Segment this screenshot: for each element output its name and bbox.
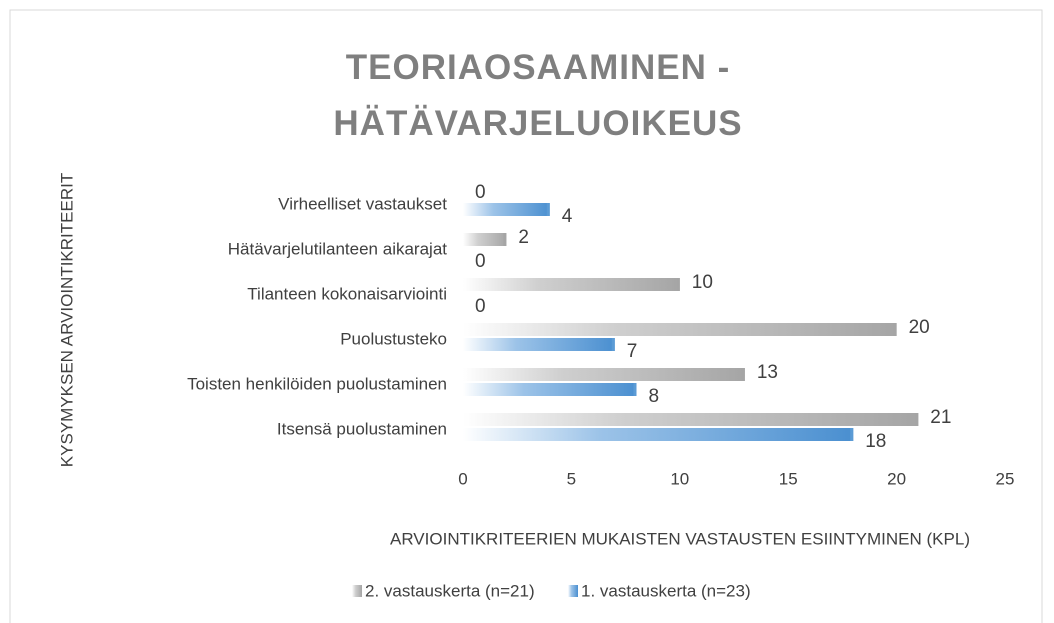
bar-edge [611, 338, 615, 351]
bar [463, 368, 745, 381]
legend-label: 2. vastauskerta (n=21) [365, 581, 535, 600]
bar-edge [676, 278, 680, 291]
bar [463, 278, 680, 291]
data-label: 18 [865, 431, 886, 452]
legend-swatch [568, 585, 578, 597]
chart-border [9, 9, 1043, 623]
data-label: 20 [909, 317, 930, 338]
bar-edge [915, 413, 919, 426]
legend-swatch [352, 585, 362, 597]
bar-edge [893, 323, 897, 336]
x-tick-label: 25 [996, 469, 1015, 488]
bar-edge [503, 233, 507, 246]
chart-title: TEORIAOSAAMINEN - HÄTÄVARJELUOIKEUS [333, 48, 743, 143]
bar [463, 338, 615, 351]
data-label: 21 [930, 407, 951, 428]
bar-edge [546, 203, 550, 216]
y-axis-label: KYSYMYKSEN ARVIOINTIKRITEERIT [57, 173, 76, 467]
data-label: 8 [648, 386, 659, 407]
y-tick-label: Toisten henkilöiden puolustaminen [187, 374, 447, 393]
x-tick-label: 20 [887, 469, 906, 488]
x-tick-label: 10 [670, 469, 689, 488]
data-label: 0 [475, 296, 486, 317]
bar [463, 428, 854, 441]
y-tick-label: Puolustusteko [340, 329, 447, 348]
bar-edge [633, 383, 637, 396]
data-label: 2 [518, 227, 529, 248]
x-tick-label: 0 [458, 469, 467, 488]
data-label: 13 [757, 362, 778, 383]
y-tick-label: Tilanteen kokonaisarviointi [247, 284, 447, 303]
bar-edge [850, 428, 854, 441]
bar [463, 233, 507, 246]
legend-label: 1. vastauskerta (n=23) [581, 581, 751, 600]
bar [463, 383, 637, 396]
y-tick-label: Hätävarjelutilanteen aikarajat [228, 239, 448, 258]
data-label: 7 [627, 341, 638, 362]
bar [463, 413, 919, 426]
y-tick-label: Itsensä puolustaminen [277, 419, 447, 438]
data-label: 0 [475, 251, 486, 272]
bar-edge [741, 368, 745, 381]
x-tick-label: 15 [779, 469, 798, 488]
bar [463, 323, 897, 336]
data-label: 0 [475, 182, 486, 203]
data-label: 10 [692, 272, 713, 293]
y-tick-label: Virheelliset vastaukset [278, 194, 447, 213]
x-tick-label: 5 [567, 469, 576, 488]
data-label: 4 [562, 206, 573, 227]
x-axis-label: ARVIOINTIKRITEERIEN MUKAISTEN VASTAUSTEN… [390, 529, 970, 548]
bar [463, 203, 550, 216]
